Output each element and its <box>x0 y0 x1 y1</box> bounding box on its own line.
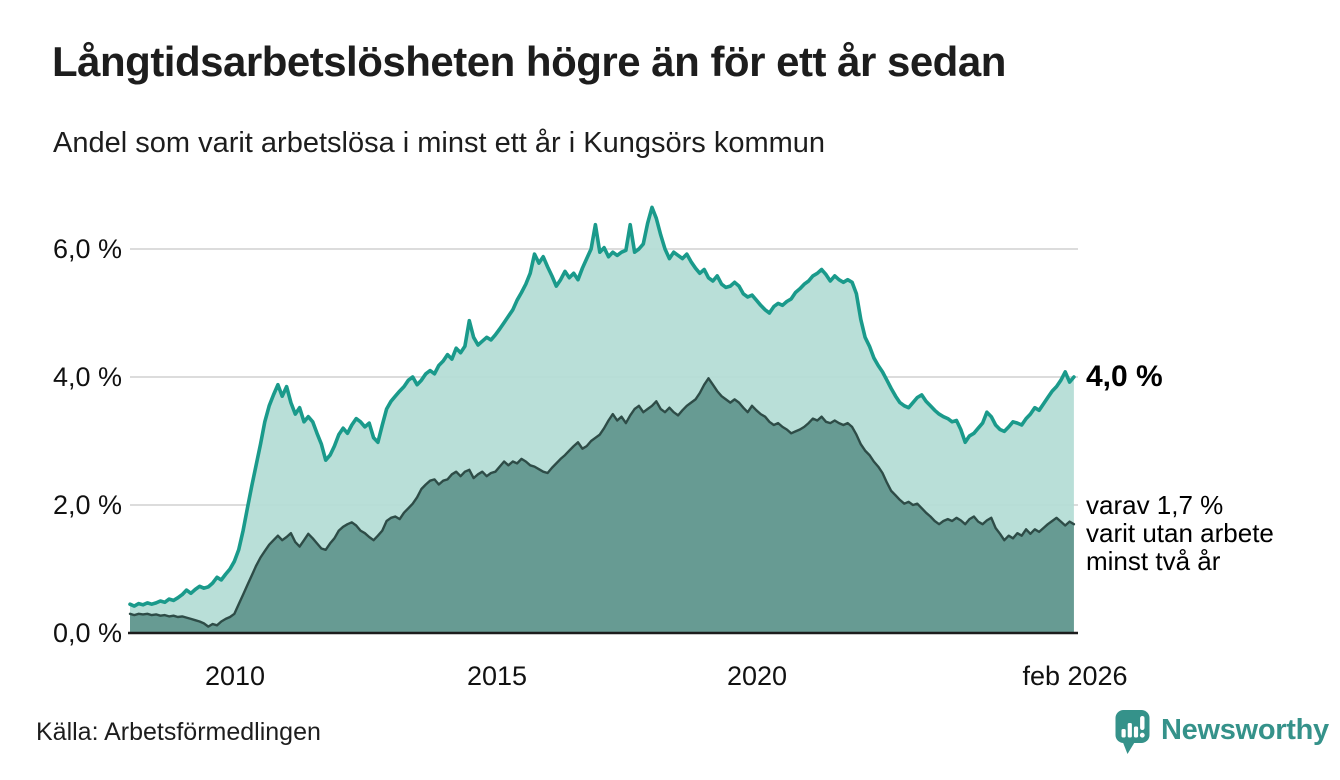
y-axis-label-6: 6,0 % <box>52 234 122 264</box>
series-end-value-label: 4,0 % <box>1086 360 1163 393</box>
newsworthy-logo: Newsworthy <box>1114 708 1329 756</box>
annotation-line-3: minst två år <box>1086 546 1221 576</box>
x-axis-label-2020: 2020 <box>726 661 788 691</box>
page-title: Långtidsarbetslösheten högre än för ett … <box>52 38 1006 85</box>
annotation-line-2: varit utan arbete <box>1086 518 1274 548</box>
y-axis-label-4: 4,0 % <box>52 362 122 392</box>
chart-subtitle: Andel som varit arbetslösa i minst ett å… <box>53 127 826 159</box>
annotation-line-1: varav 1,7 % <box>1086 490 1224 520</box>
y-axis-label-0: 0,0 % <box>52 618 122 648</box>
x-axis-label-feb-2026: feb 2026 <box>1022 661 1128 691</box>
series-two-year-annotation: varav 1,7 % varit utan arbete minst två … <box>1086 491 1274 575</box>
x-axis-label-2010: 2010 <box>204 661 266 691</box>
source-attribution: Källa: Arbetsförmedlingen <box>36 718 321 746</box>
newsworthy-bubble-chart-icon <box>1115 710 1150 754</box>
newsworthy-wordmark: Newsworthy <box>1161 714 1329 746</box>
x-axis-label-2015: 2015 <box>466 661 528 691</box>
y-axis-label-2: 2,0 % <box>52 490 122 520</box>
